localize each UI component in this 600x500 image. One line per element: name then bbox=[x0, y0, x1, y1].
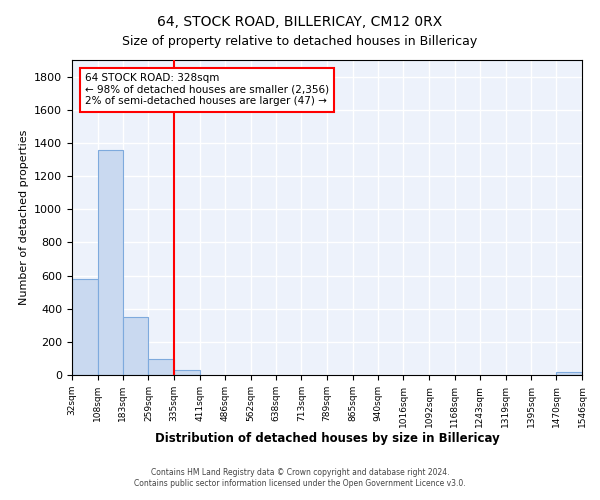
Bar bbox=[174, 370, 200, 375]
Bar bbox=[556, 372, 582, 375]
Bar bbox=[72, 279, 98, 375]
Text: Size of property relative to detached houses in Billericay: Size of property relative to detached ho… bbox=[122, 35, 478, 48]
Bar bbox=[98, 150, 123, 375]
Y-axis label: Number of detached properties: Number of detached properties bbox=[19, 130, 29, 305]
Bar bbox=[123, 317, 148, 375]
Text: 64 STOCK ROAD: 328sqm
← 98% of detached houses are smaller (2,356)
2% of semi-de: 64 STOCK ROAD: 328sqm ← 98% of detached … bbox=[85, 74, 329, 106]
X-axis label: Distribution of detached houses by size in Billericay: Distribution of detached houses by size … bbox=[155, 432, 499, 446]
Bar bbox=[148, 359, 174, 375]
Text: 64, STOCK ROAD, BILLERICAY, CM12 0RX: 64, STOCK ROAD, BILLERICAY, CM12 0RX bbox=[157, 15, 443, 29]
Text: Contains HM Land Registry data © Crown copyright and database right 2024.
Contai: Contains HM Land Registry data © Crown c… bbox=[134, 468, 466, 487]
